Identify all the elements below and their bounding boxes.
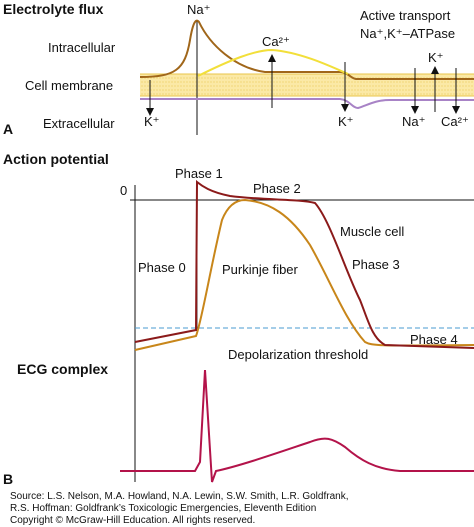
axis-label: 0 — [120, 183, 127, 198]
panel-label: A — [3, 121, 13, 137]
source-line: Source: L.S. Nelson, M.A. Howland, N.A. … — [10, 491, 348, 502]
title: Electrolyte flux — [3, 1, 104, 17]
panel-b: Action potential 0 Phase 1 Phase 2 Muscl… — [3, 151, 474, 487]
panel-a: Electrolyte flux Intracellular Cell memb… — [3, 1, 474, 137]
purkinje-curve — [134, 198, 474, 351]
label: Na⁺,K⁺–ATPase — [360, 26, 455, 41]
label: Active transport — [360, 8, 451, 23]
panel-label: B — [3, 471, 13, 487]
ion: Ca²⁺ — [441, 114, 469, 129]
membrane-texture — [140, 74, 474, 96]
ion: Ca²⁺ — [262, 34, 290, 49]
label: Phase 3 — [352, 257, 400, 272]
source-line: Copyright © McGraw-Hill Education. All r… — [10, 515, 255, 526]
label: Depolarization threshold — [228, 347, 368, 362]
source: Source: L.S. Nelson, M.A. Howland, N.A. … — [10, 491, 348, 526]
label: Muscle cell — [340, 224, 404, 239]
label: Phase 1 — [175, 166, 223, 181]
label: Extracellular — [43, 116, 115, 131]
k-curve — [140, 98, 474, 110]
label: Phase 2 — [253, 181, 301, 196]
label: Phase 4 — [410, 332, 458, 347]
label: Phase 0 — [138, 260, 186, 275]
muscle-curve — [134, 179, 474, 349]
ion: K⁺ — [144, 114, 160, 129]
ion: K⁺ — [338, 114, 354, 129]
title: Action potential — [3, 151, 109, 167]
ion: K⁺ — [428, 50, 444, 65]
label: Cell membrane — [25, 78, 113, 93]
ion: Na⁺ — [187, 2, 210, 17]
label: Intracellular — [48, 40, 116, 55]
source-line: R.S. Hoffman: Goldfrank’s Toxicologic Em… — [10, 503, 316, 514]
label: Purkinje fiber — [222, 262, 299, 277]
ecg-curve — [120, 369, 474, 483]
ion: Na⁺ — [402, 114, 425, 129]
title: ECG complex — [17, 361, 108, 377]
ca-curve — [197, 48, 349, 77]
